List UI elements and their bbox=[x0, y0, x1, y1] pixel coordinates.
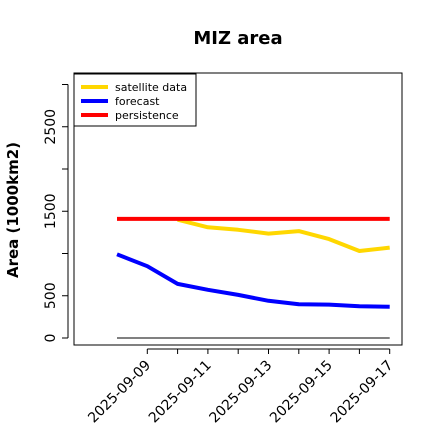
legend-label: satellite data bbox=[115, 81, 187, 94]
plot-frame bbox=[73, 72, 403, 346]
x-tick-label: 2025-09-11 bbox=[146, 358, 215, 427]
y-axis: 0 500 1500 2500 bbox=[43, 84, 69, 343]
y-tick-label: 500 bbox=[43, 282, 59, 309]
x-tick-label: 2025-09-09 bbox=[85, 358, 154, 427]
y-tick-label: 1500 bbox=[43, 193, 59, 229]
chart-title: MIZ area bbox=[193, 28, 282, 49]
series-line-forecast bbox=[116, 252, 390, 309]
legend-label: forecast bbox=[115, 95, 160, 108]
series-line-satellite-data bbox=[177, 217, 390, 253]
series-layer bbox=[116, 216, 390, 309]
legend-label: persistence bbox=[115, 109, 179, 122]
x-tick-label: 2025-09-17 bbox=[328, 358, 397, 427]
y-axis-label: Area (1000km2) bbox=[4, 142, 22, 278]
x-axis: 2025-09-092025-09-112025-09-132025-09-15… bbox=[85, 348, 397, 427]
x-tick-label: 2025-09-13 bbox=[206, 358, 275, 427]
y-tick-label: 2500 bbox=[43, 109, 59, 145]
x-tick-label: 2025-09-15 bbox=[267, 358, 336, 427]
y-tick-label: 0 bbox=[43, 334, 59, 343]
